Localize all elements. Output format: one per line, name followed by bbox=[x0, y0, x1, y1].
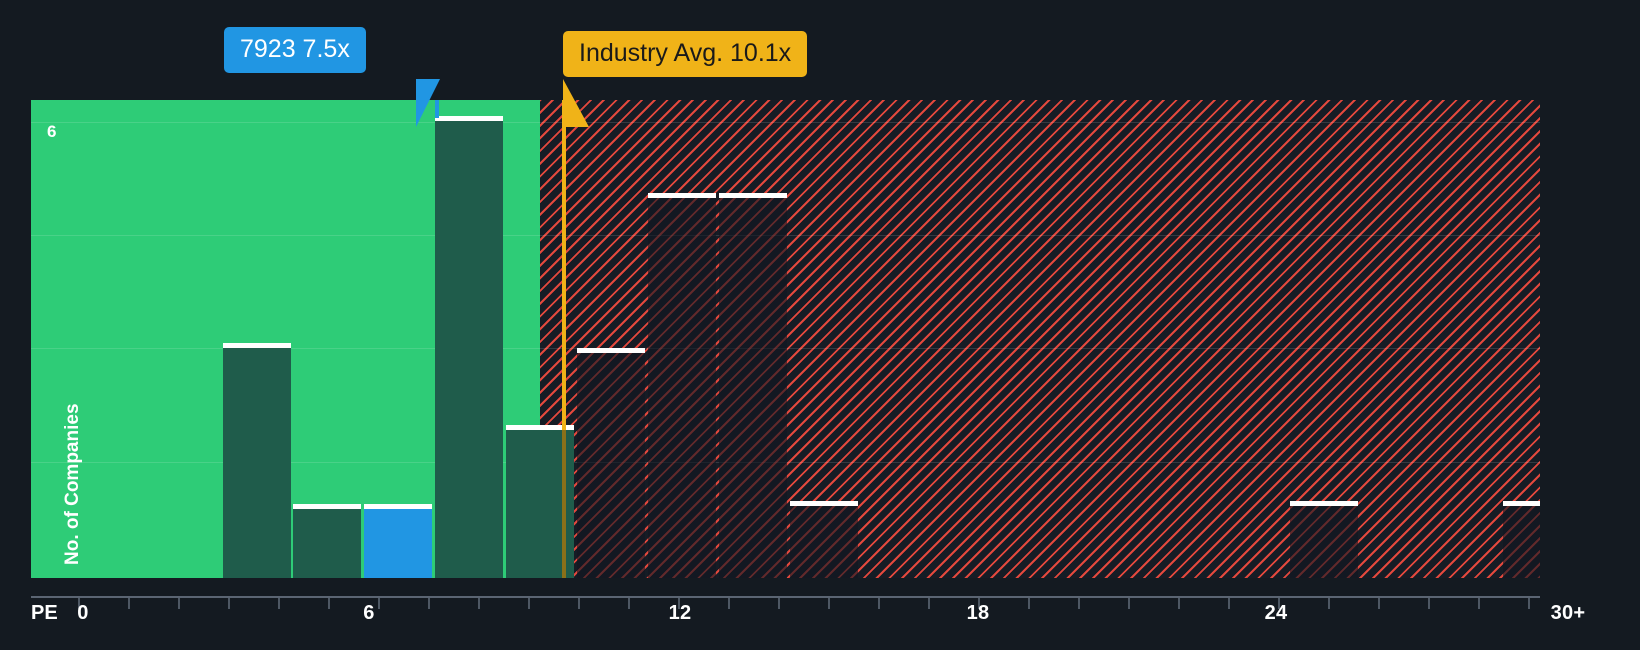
x-axis-line bbox=[31, 596, 1540, 598]
callout-tail bbox=[416, 79, 440, 127]
x-tick bbox=[928, 598, 930, 609]
industry-avg-callout[interactable]: Industry Avg. 10.1x bbox=[563, 31, 808, 127]
bar-bin-30-plus[interactable] bbox=[1503, 501, 1540, 578]
x-tick bbox=[378, 598, 380, 609]
x-axis-name: PE bbox=[31, 602, 58, 624]
x-tick bbox=[1278, 598, 1280, 609]
x-tick bbox=[1428, 598, 1430, 609]
x-tick bbox=[278, 598, 280, 609]
x-tick bbox=[528, 598, 530, 609]
x-tick bbox=[128, 598, 130, 609]
bar-bin-12-13[interactable] bbox=[648, 193, 716, 578]
company-pe-callout[interactable]: 7923 7.5x bbox=[224, 27, 440, 127]
x-tick bbox=[1178, 598, 1180, 609]
x-tick bbox=[778, 598, 780, 609]
industry-avg-marker-line bbox=[562, 100, 566, 430]
x-tick-label-0: 0 bbox=[77, 602, 89, 624]
x-tick bbox=[578, 598, 580, 609]
plot-area bbox=[31, 100, 1540, 578]
x-tick-label-6: 6 bbox=[363, 602, 375, 624]
bar-cap bbox=[1290, 501, 1358, 506]
bar-cap bbox=[293, 504, 361, 509]
x-tick-label-18: 18 bbox=[966, 602, 990, 624]
x-tick bbox=[478, 598, 480, 609]
bar-bin-4-5[interactable] bbox=[223, 343, 291, 578]
bar-bin-25-26[interactable] bbox=[1290, 501, 1358, 578]
x-tick bbox=[728, 598, 730, 609]
x-tick bbox=[1378, 598, 1380, 609]
bar-cap bbox=[364, 504, 432, 509]
bar-cap bbox=[435, 116, 503, 121]
callout-tail bbox=[563, 79, 589, 127]
x-tick-label-30: 30+ bbox=[1550, 602, 1586, 624]
bar-bin-15-16[interactable] bbox=[790, 501, 858, 578]
company-pe-callout-label: 7923 7.5x bbox=[240, 35, 350, 63]
y-tick-label-6: 6 bbox=[47, 122, 57, 141]
x-tick bbox=[428, 598, 430, 609]
x-tick bbox=[1078, 598, 1080, 609]
industry-avg-callout-label: Industry Avg. 10.1x bbox=[579, 39, 792, 67]
x-tick bbox=[328, 598, 330, 609]
x-tick bbox=[628, 598, 630, 609]
bar-cap bbox=[223, 343, 291, 348]
x-tick bbox=[828, 598, 830, 609]
x-tick-label-12: 12 bbox=[668, 602, 692, 624]
x-tick bbox=[1528, 598, 1530, 609]
x-tick bbox=[978, 598, 980, 609]
x-tick bbox=[1328, 598, 1330, 609]
bar-bin-7-8-highlight[interactable] bbox=[364, 504, 432, 578]
x-tick bbox=[78, 598, 80, 609]
bar-cap bbox=[577, 348, 645, 353]
x-tick bbox=[178, 598, 180, 609]
x-tick bbox=[1228, 598, 1230, 609]
x-tick bbox=[1028, 598, 1030, 609]
x-tick bbox=[878, 598, 880, 609]
bar-cap bbox=[719, 193, 787, 198]
bar-bin-13-14[interactable] bbox=[719, 193, 787, 578]
bar-bin-11-12[interactable] bbox=[577, 348, 645, 578]
bar-bin-6-7[interactable] bbox=[293, 504, 361, 578]
bar-bin-8-9[interactable] bbox=[435, 116, 503, 578]
bar-cap bbox=[506, 425, 574, 430]
bar-cap bbox=[648, 193, 716, 198]
industry-avg-marker-line-dim bbox=[562, 430, 566, 578]
bar-cap bbox=[1503, 501, 1540, 506]
y-axis-title: No. of Companies bbox=[62, 403, 83, 565]
x-tick bbox=[1478, 598, 1480, 609]
x-tick bbox=[228, 598, 230, 609]
x-tick-label-24: 24 bbox=[1264, 602, 1288, 624]
x-tick bbox=[1128, 598, 1130, 609]
bar-cap bbox=[790, 501, 858, 506]
x-tick bbox=[678, 598, 680, 609]
